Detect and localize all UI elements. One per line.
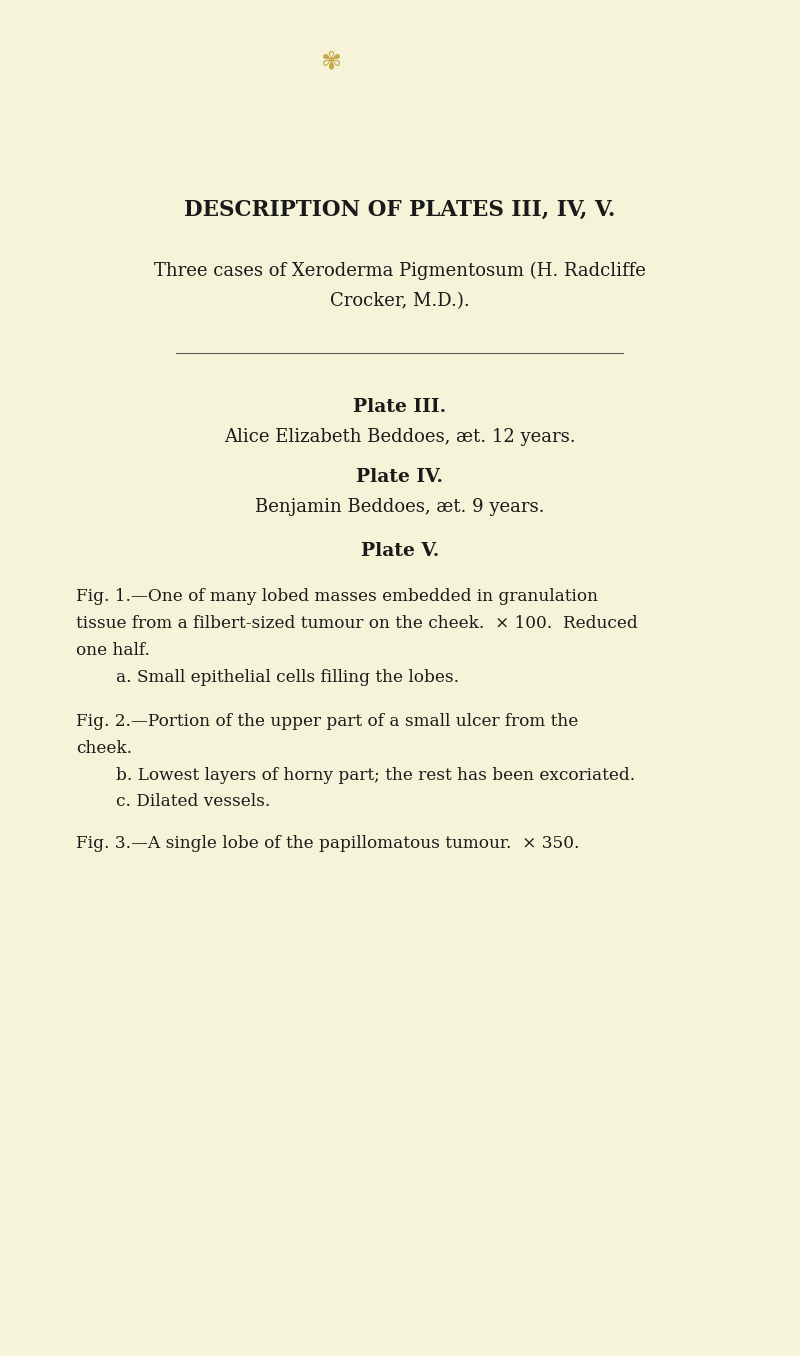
Text: Three cases of Xeroderma Pigmentosum (H. Radcliffe: Three cases of Xeroderma Pigmentosum (H.… [154,262,646,281]
Text: Fig. 1.—One of many lobed masses embedded in granulation: Fig. 1.—One of many lobed masses embedde… [76,589,598,605]
Text: b. Lowest layers of horny part; the rest has been excoriated.: b. Lowest layers of horny part; the rest… [116,767,635,784]
Text: Fig. 3.—A single lobe of the papillomatous tumour.  × 350.: Fig. 3.—A single lobe of the papillomato… [76,835,579,852]
Text: tissue from a filbert-sized tumour on the cheek.  × 100.  Reduced: tissue from a filbert-sized tumour on th… [76,616,638,632]
Text: one half.: one half. [76,643,150,659]
Text: cheek.: cheek. [76,740,132,757]
Text: Crocker, M.D.).: Crocker, M.D.). [330,292,470,311]
Text: DESCRIPTION OF PLATES III, IV, V.: DESCRIPTION OF PLATES III, IV, V. [184,199,615,221]
Text: c. Dilated vessels.: c. Dilated vessels. [116,793,270,810]
Text: Alice Elizabeth Beddoes, æt. 12 years.: Alice Elizabeth Beddoes, æt. 12 years. [224,427,575,446]
Text: Benjamin Beddoes, æt. 9 years.: Benjamin Beddoes, æt. 9 years. [255,498,545,517]
Text: Plate V.: Plate V. [361,541,438,560]
Text: Fig. 2.—Portion of the upper part of a small ulcer from the: Fig. 2.—Portion of the upper part of a s… [76,713,578,730]
Text: a. Small epithelial cells filling the lobes.: a. Small epithelial cells filling the lo… [116,670,459,686]
Text: Plate III.: Plate III. [353,397,446,416]
Text: ✾: ✾ [322,49,342,73]
Text: Plate IV.: Plate IV. [356,468,443,487]
